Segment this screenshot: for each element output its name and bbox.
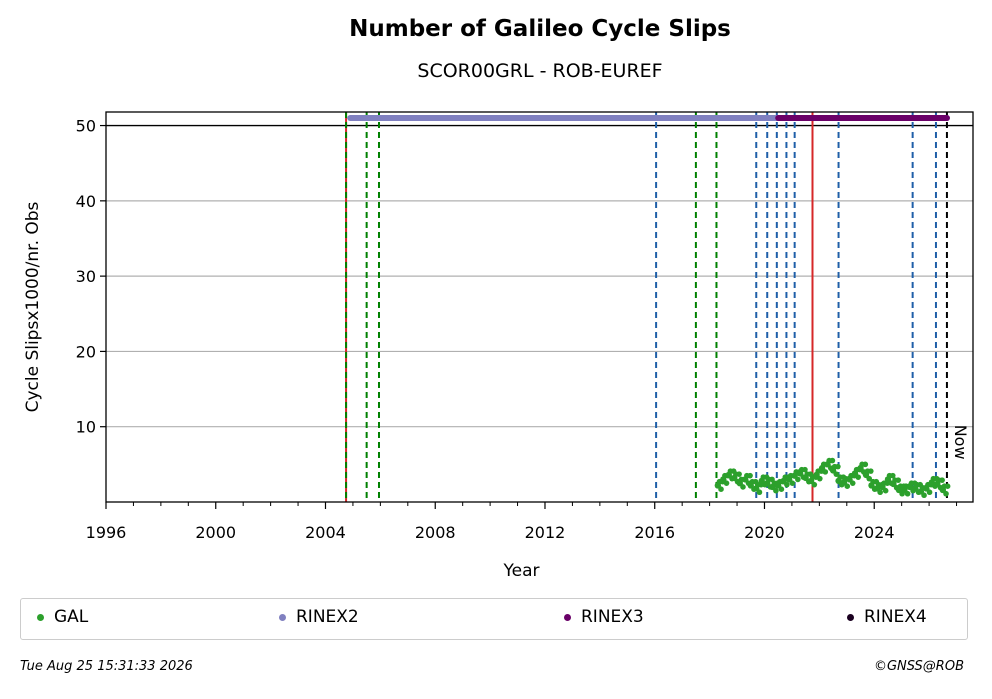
data-point-gal-13-2 [789,480,796,486]
data-point-gal-15-3 [802,466,808,473]
y-axis-label: Cycle Slipsx1000/nr. Obs [23,201,43,412]
legend-marker-rinex2 [279,613,286,621]
data-point-gal-41-2 [943,490,949,497]
x-tick-label-1996: 1996 [86,523,127,542]
data-point-gal-23-2 [844,483,851,489]
data-point-gal-20-3 [829,457,836,464]
y-tick-label-40: 40 [76,192,96,211]
data-point-gal-3-3 [736,471,742,477]
data-point-gal-32-3 [895,477,902,483]
data-point-gal-40-3 [939,477,945,483]
legend-marker-rinex3 [564,613,571,621]
data-point-gal-30-2 [882,487,889,494]
x-tick-label-2000: 2000 [195,523,236,542]
legend-marker-gal [37,613,44,621]
data-point-gal-27-3 [867,468,874,474]
data-point-gal-37-2 [921,492,927,499]
data-point-gal-27-2 [866,475,872,482]
legend-marker-rinex4 [847,613,854,621]
x-tick-label-2008: 2008 [415,523,456,542]
x-tick-label-2004: 2004 [305,523,346,542]
plot-frame [105,111,974,503]
data-point-gal-26-3 [862,461,869,468]
plot-area: Now 1996 2000 2004 2008 2012 2016 2020 2024 10 20 3… [23,111,974,581]
legend-item-gal: GAL [37,607,88,627]
data-point-gal-0-2 [718,486,724,493]
footer-timestamp: Tue Aug 25 15:31:33 2026 [20,659,193,674]
data-point-gal-24-2 [849,480,856,486]
chart-subtitle: SCOR00GRL - ROB-EUREF [417,60,663,82]
data-point-gal-12-2 [784,481,790,488]
legend-item-rinex3: RINEX3 [564,607,644,627]
footer-credit: ©GNSS@ROB [873,659,964,674]
legend-label-gal: GAL [54,607,89,627]
data-point-gal-19-2 [822,469,829,475]
legend-label-rinex3: RINEX3 [581,607,644,627]
chart-title: Number of Galileo Cycle Slips [349,16,731,42]
data-point-gal-18-2 [817,475,823,482]
legend-label-rinex4: RINEX4 [864,607,927,627]
data-point-gal-25-2 [855,474,862,480]
data-point-gal-41-3 [944,483,951,489]
y-tick-label-20: 20 [76,342,96,361]
x-tick-label-2024: 2024 [854,523,895,542]
now-label: Now [951,425,970,460]
data-point-gal-34-2 [904,490,911,497]
x-tick-label-2016: 2016 [634,523,675,542]
y-tick-label-10: 10 [76,418,96,437]
data-point-gal-14-2 [795,476,801,483]
y-tick-label-30: 30 [76,267,96,286]
data-point-gal-38-2 [926,489,933,496]
legend-label-rinex2: RINEX2 [296,607,359,627]
data-point-gal-7-2 [756,489,763,496]
y-tick-label-50: 50 [76,117,96,136]
legend: GAL RINEX2 RINEX3 RINEX4 [20,598,968,640]
data-point-gal-4-2 [740,484,746,490]
data-point-gal-1-2 [723,480,730,486]
data-point-gal-21-3 [835,463,841,470]
x-tick-label-2020: 2020 [744,523,785,542]
data-point-gal-17-2 [811,481,818,488]
x-tick-label-2012: 2012 [525,523,566,542]
legend-item-rinex4: RINEX4 [847,607,927,627]
data-point-gal-29-2 [877,489,883,496]
data-point-gal-11-2 [778,486,785,493]
legend-item-rinex2: RINEX2 [279,607,359,627]
data-point-gal-21-2 [833,471,840,477]
data-point-gal-31-3 [889,472,896,479]
data-point-gal-10-2 [773,487,779,494]
x-axis-label: Year [503,561,540,581]
data-point-gal-5-3 [747,472,753,479]
